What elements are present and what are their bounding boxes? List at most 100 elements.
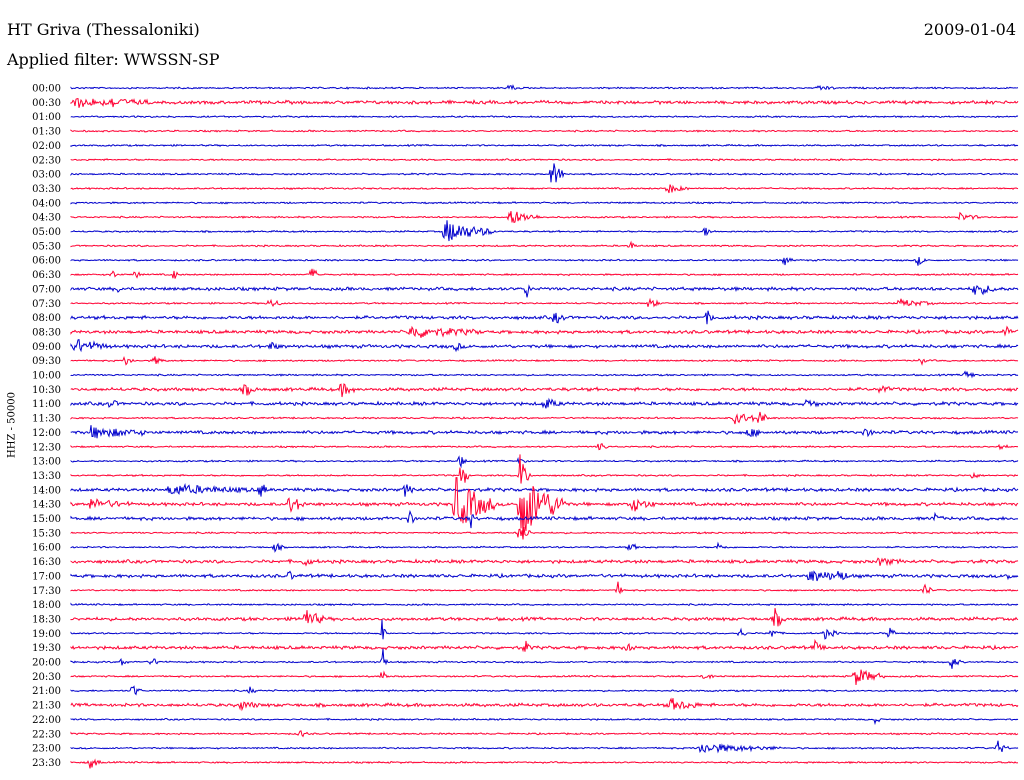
row-time-label: 14:30 [32, 500, 61, 511]
trace-line [70, 284, 1019, 298]
trace-line [70, 443, 1019, 451]
trace-line [70, 648, 1019, 669]
trace-line [70, 685, 1019, 696]
row-time-label: 17:30 [32, 586, 61, 597]
trace-line [70, 608, 1019, 627]
trace-line [70, 602, 1019, 607]
trace-line [70, 211, 1019, 224]
trace-line [70, 697, 1019, 712]
trace-line [70, 297, 1019, 308]
row-time-label: 05:00 [32, 227, 61, 238]
trace-line [70, 455, 1019, 469]
row-time-label: 00:30 [32, 98, 61, 109]
row-time-label: 22:00 [32, 715, 61, 726]
row-time-label: 14:00 [32, 485, 61, 496]
trace-line [70, 509, 1019, 529]
row-time-label: 02:30 [32, 155, 61, 166]
trace-line [70, 477, 1019, 536]
row-time-label: 23:00 [32, 744, 61, 755]
row-time-label: 11:30 [32, 414, 61, 425]
trace-line [70, 581, 1019, 595]
trace-line [70, 115, 1019, 119]
trace-line [70, 143, 1019, 148]
trace-line [70, 557, 1019, 567]
trace-line [70, 526, 1019, 540]
trace-line [70, 482, 1019, 497]
trace-line [70, 397, 1019, 409]
row-time-label: 23:30 [32, 758, 61, 769]
trace-line [70, 454, 1019, 484]
row-time-label: 15:00 [32, 514, 61, 525]
row-time-label: 03:00 [32, 170, 61, 181]
trace-line [70, 411, 1019, 425]
trace-line [70, 638, 1019, 653]
trace-line [70, 129, 1019, 133]
trace-line [70, 619, 1019, 640]
row-time-label: 19:00 [32, 629, 61, 640]
row-time-label: 10:30 [32, 385, 61, 396]
applied-filter-label: Applied filter: WWSSN-SP [7, 50, 220, 69]
row-time-label: 21:30 [32, 701, 61, 712]
trace-line [70, 157, 1019, 162]
row-time-label: 12:30 [32, 442, 61, 453]
row-time-label: 21:00 [32, 686, 61, 697]
row-time-label: 03:30 [32, 184, 61, 195]
trace-line [70, 338, 1019, 353]
row-time-label: 22:30 [32, 729, 61, 740]
row-time-label: 08:00 [32, 313, 61, 324]
trace-line [70, 730, 1019, 738]
trace-line [70, 370, 1019, 379]
row-time-label: 09:00 [32, 342, 61, 353]
row-time-label: 01:00 [32, 112, 61, 123]
row-time-label: 17:00 [32, 571, 61, 582]
trace-line [70, 268, 1019, 279]
row-time-label: 10:00 [32, 371, 61, 382]
trace-line [70, 184, 1019, 194]
row-time-label: 07:00 [32, 284, 61, 295]
row-time-label: 02:00 [32, 141, 61, 152]
trace-line [70, 740, 1019, 754]
row-time-label: 04:00 [32, 198, 61, 209]
trace-line [70, 758, 1019, 769]
trace-line [70, 163, 1019, 183]
row-time-label: 05:30 [32, 241, 61, 252]
trace-line [70, 570, 1019, 582]
row-time-label: 09:30 [32, 356, 61, 367]
row-time-label: 11:00 [32, 399, 61, 410]
plot-date: 2009-01-04 [923, 20, 1016, 39]
row-time-label: 06:00 [32, 256, 61, 267]
row-time-label: 12:00 [32, 428, 61, 439]
row-time-label: 15:30 [32, 528, 61, 539]
row-time-label: 01:30 [32, 127, 61, 138]
row-time-label: 19:30 [32, 643, 61, 654]
row-time-label: 16:30 [32, 557, 61, 568]
row-time-label: 13:00 [32, 457, 61, 468]
row-time-label: 04:30 [32, 213, 61, 224]
row-time-label: 16:00 [32, 543, 61, 554]
trace-line [70, 325, 1019, 338]
row-time-label: 00:00 [32, 84, 61, 95]
trace-line [70, 97, 1019, 108]
trace-line [70, 240, 1019, 249]
trace-line [70, 383, 1019, 398]
row-time-label: 06:30 [32, 270, 61, 281]
row-time-label: 13:30 [32, 471, 61, 482]
row-time-label: 08:30 [32, 327, 61, 338]
row-time-label: 18:00 [32, 600, 61, 611]
trace-line [70, 717, 1019, 726]
trace-line [70, 541, 1018, 553]
trace-line [70, 356, 1019, 366]
row-time-label: 07:30 [32, 299, 61, 310]
trace-line [70, 220, 1019, 242]
row-time-label: 18:30 [32, 614, 61, 625]
trace-line [70, 669, 1019, 686]
row-time-label: 20:00 [32, 658, 61, 669]
trace-line [70, 310, 1019, 325]
station-title: HT Griva (Thessaloniki) [7, 20, 200, 39]
trace-line [70, 201, 1019, 205]
row-time-label: 20:30 [32, 672, 61, 683]
trace-line [70, 84, 1019, 91]
trace-line [70, 256, 1019, 266]
trace-line [70, 425, 1019, 439]
